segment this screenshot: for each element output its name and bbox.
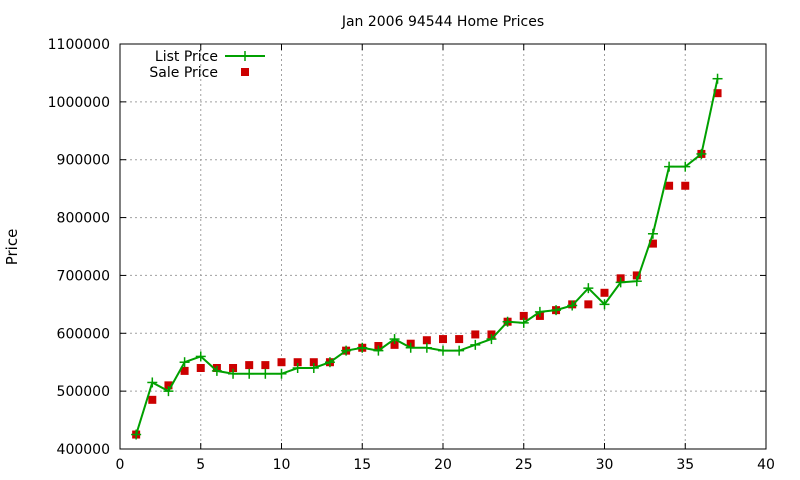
list-price-line	[135, 78, 719, 435]
sale-price-point	[648, 239, 657, 248]
sale-price-point	[390, 340, 399, 349]
y-tick-labels: 400000 500000 600000 700000 800000 900000 1000…	[48, 37, 110, 458]
y-tick-label: 1000000	[48, 95, 110, 111]
list-price-point	[405, 342, 416, 353]
list-price-point	[308, 363, 319, 373]
sale-price-point	[148, 395, 157, 404]
sale-price-point	[277, 358, 286, 367]
list-price-point	[567, 300, 578, 311]
list-price-point	[228, 368, 239, 379]
list-price-point	[195, 351, 206, 362]
sale-price-point	[519, 311, 528, 320]
x-tick-label: 40	[757, 457, 775, 473]
sale-price-point	[245, 361, 254, 370]
sale-price-point	[665, 181, 674, 190]
sale-price-point	[309, 358, 318, 367]
list-price-point	[615, 277, 626, 288]
list-price-point	[470, 339, 481, 350]
list-price-point	[583, 283, 594, 294]
x-tick-label: 0	[116, 457, 125, 473]
list-price-point	[454, 345, 465, 356]
sale-price-point	[600, 288, 609, 297]
list-price-point	[486, 334, 497, 345]
list-price-point	[389, 334, 400, 345]
x-tick-label: 5	[196, 457, 205, 473]
sale-price-point	[293, 358, 302, 367]
sale-price-point	[713, 89, 722, 98]
list-price-point	[438, 345, 448, 356]
y-tick-label: 900000	[57, 153, 110, 169]
list-price-point	[244, 368, 255, 379]
x-tick-label: 25	[515, 457, 533, 473]
sale-price-point	[261, 361, 270, 370]
list-price-point	[276, 368, 287, 379]
x-tick-label: 15	[353, 457, 371, 473]
list-price-series	[131, 73, 723, 440]
x-tick-label: 20	[434, 457, 452, 473]
list-price-point	[664, 161, 675, 172]
list-price-point	[324, 357, 335, 368]
y-tick-label: 800000	[57, 211, 110, 227]
sale-price-series	[132, 89, 722, 439]
list-price-point	[631, 276, 642, 287]
sale-price-point	[681, 181, 690, 190]
x-tick-label: 30	[596, 457, 614, 473]
y-axis-label: Price	[3, 229, 21, 266]
list-price-point	[421, 342, 432, 353]
list-price-point	[179, 357, 190, 368]
sale-price-point	[632, 271, 641, 280]
x-tick-labels: 0 5 10 15 20 25 30 35 40	[116, 457, 775, 473]
list-price-point	[357, 342, 368, 353]
list-price-point	[147, 377, 158, 388]
axis-ticks	[119, 43, 767, 450]
list-price-point	[696, 148, 707, 159]
list-price-point	[518, 317, 529, 328]
list-price-point	[502, 316, 513, 327]
list-price-point	[599, 299, 610, 310]
x-tick-label: 10	[273, 457, 291, 473]
y-tick-label: 700000	[57, 268, 110, 284]
sale-price-point	[455, 335, 464, 344]
sale-price-point	[180, 366, 189, 375]
y-tick-label: 1100000	[48, 37, 110, 53]
list-price-point	[163, 386, 174, 397]
list-price-point	[534, 306, 545, 317]
list-price-point	[131, 429, 142, 440]
legend-swatch-plus	[240, 51, 250, 61]
x-tick-label: 35	[676, 457, 694, 473]
grid-lines	[120, 44, 766, 449]
y-tick-label: 500000	[57, 384, 110, 400]
sale-price-point	[471, 330, 480, 339]
sale-price-point	[422, 336, 431, 345]
list-price-point	[647, 228, 658, 239]
sale-price-point	[164, 381, 173, 390]
sale-price-point	[439, 335, 447, 344]
sale-price-point	[229, 364, 238, 372]
list-price-point	[292, 363, 303, 373]
y-tick-label: 400000	[57, 442, 110, 458]
legend-label-sale-price: Sale Price	[149, 65, 218, 81]
list-price-point	[341, 345, 352, 356]
list-price-point	[373, 345, 384, 356]
sale-price-point	[196, 364, 205, 372]
list-price-point	[680, 161, 691, 172]
chart-title: Jan 2006 94544 Home Prices	[341, 14, 544, 30]
list-price-point	[551, 305, 562, 316]
list-price-point	[712, 73, 723, 84]
legend-label-list-price: List Price	[155, 49, 218, 65]
y-tick-label: 600000	[57, 326, 110, 342]
sale-price-point	[584, 300, 593, 309]
legend-swatch-square	[241, 68, 249, 76]
list-price-point	[260, 368, 271, 379]
data-series	[131, 73, 723, 440]
list-price-point	[211, 365, 222, 376]
